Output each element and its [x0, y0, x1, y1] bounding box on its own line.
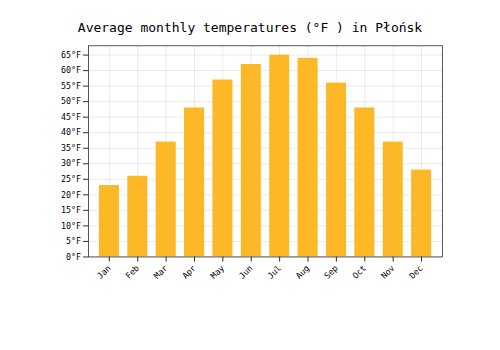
html-text:Average monthly temperatures (: Average monthly temperatures (°F ) in Pł… [77, 20, 423, 35]
svg-text:10°F: 10°F [61, 221, 81, 231]
svg-text:15°F: 15°F [61, 205, 81, 215]
svg-text:25°F: 25°F [61, 174, 81, 184]
svg-text:0°F: 0°F [66, 252, 81, 262]
svg-text:45°F: 45°F [61, 112, 81, 122]
svg-text:60°F: 60°F [61, 65, 81, 75]
svg-text:Mar: Mar [152, 263, 170, 281]
svg-text:Jun: Jun [237, 263, 255, 281]
svg-text:Sep: Sep [322, 263, 340, 281]
svg-text:Feb: Feb [123, 263, 141, 281]
svg-text:55°F: 55°F [61, 81, 81, 91]
svg-text:20°F: 20°F [61, 189, 81, 199]
svg-text:50°F: 50°F [61, 96, 81, 106]
svg-text:Aug: Aug [294, 263, 312, 281]
svg-text:35°F: 35°F [61, 143, 81, 153]
svg-text:Nov: Nov [379, 263, 397, 281]
svg-text:65°F: 65°F [61, 50, 81, 60]
svg-text:30°F: 30°F [61, 158, 81, 168]
svg-text:5°F: 5°F [66, 236, 81, 246]
svg-text:Dec: Dec [407, 263, 425, 281]
svg-text:Jul: Jul [265, 263, 283, 281]
svg-text:Jan: Jan [95, 263, 113, 281]
svg-text:Oct: Oct [350, 263, 368, 281]
svg-text:40°F: 40°F [61, 127, 81, 137]
svg-text:Apr: Apr [180, 263, 198, 281]
svg-text:May: May [208, 263, 226, 281]
